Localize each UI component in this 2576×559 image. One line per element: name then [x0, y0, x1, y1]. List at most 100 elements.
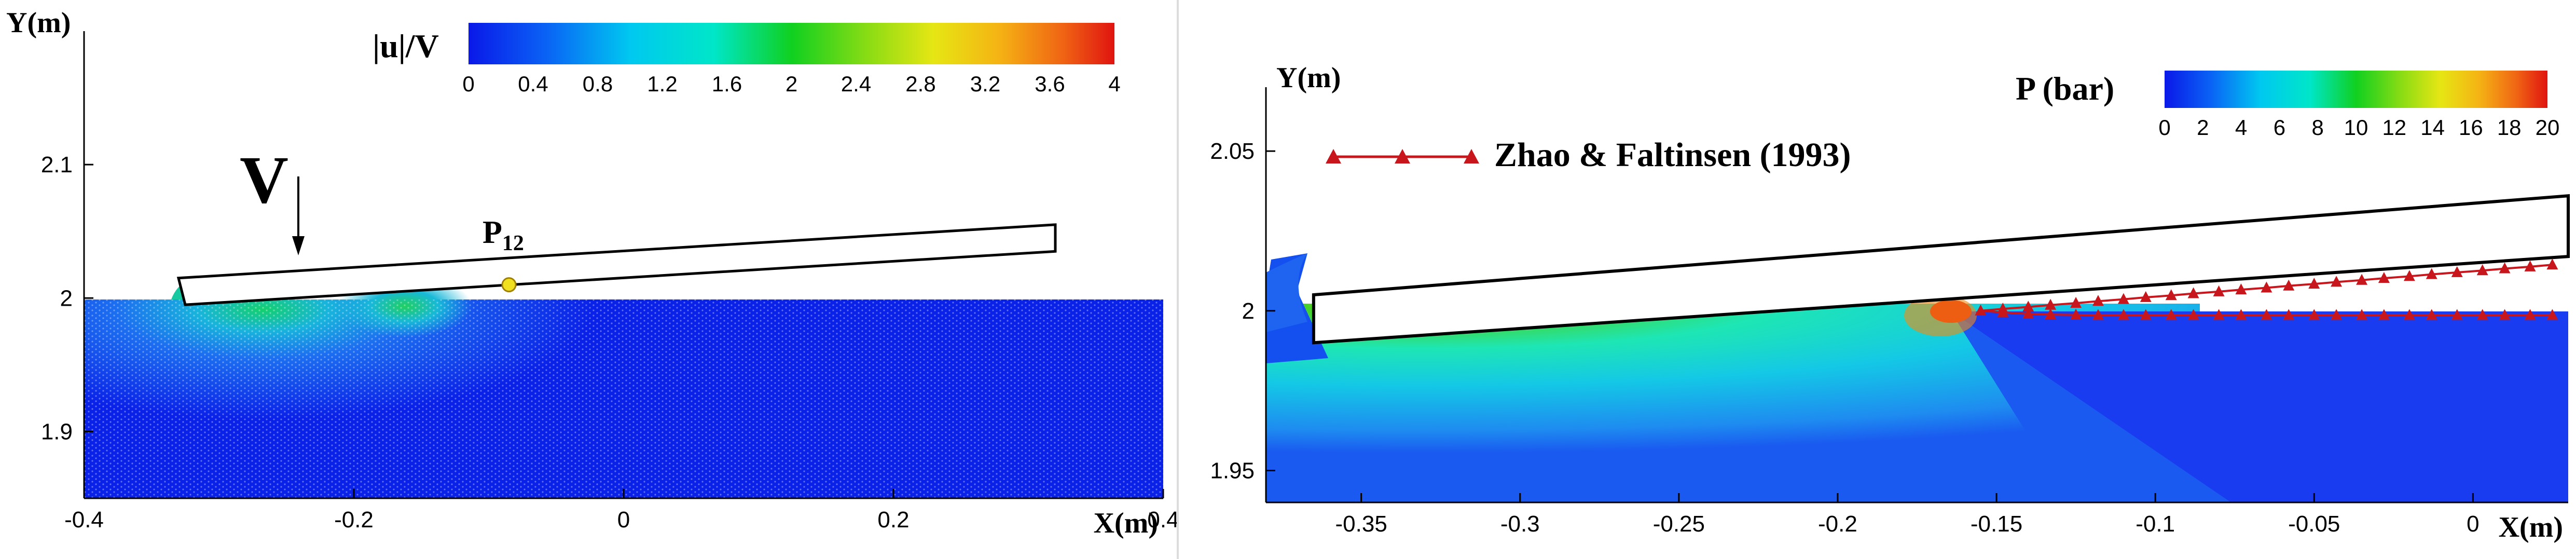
- series-marker: [2213, 285, 2225, 296]
- series-marker: [2070, 308, 2082, 320]
- series-marker: [2426, 268, 2437, 279]
- series-marker: [2499, 309, 2511, 320]
- colorbar-tick-label: 3.2: [970, 72, 1000, 96]
- colorbar-tick-label: 2.4: [841, 72, 871, 96]
- colorbar-tick-label: 8: [2312, 115, 2324, 140]
- series-marker: [2331, 309, 2343, 320]
- x-axis-label: X(m): [2499, 511, 2563, 543]
- right-pressure-field: [1266, 253, 2568, 502]
- x-tick-label: -0.2: [1818, 511, 1857, 537]
- series-marker: [2308, 309, 2320, 320]
- legend: Zhao & Faltinsen (1993): [1326, 136, 1851, 174]
- y-tick-label: 2: [60, 285, 73, 311]
- y-tick-label: 2.05: [1210, 139, 1255, 164]
- x-tick-label: -0.2: [334, 507, 374, 533]
- x-tick-label: 0.2: [877, 507, 909, 533]
- legend-marker: [1395, 149, 1410, 163]
- series-marker: [2499, 262, 2511, 274]
- x-axis-label: X(m): [1094, 507, 1158, 539]
- x-tick-label: -0.05: [2288, 511, 2340, 537]
- series-marker: [2022, 301, 2034, 312]
- colorbar-tick-label: 14: [2420, 115, 2445, 140]
- series-marker: [2378, 272, 2390, 283]
- legend-marker: [1464, 149, 1479, 163]
- series-marker: [2235, 283, 2247, 295]
- x-tick-label: 0: [617, 507, 630, 533]
- series-marker: [2283, 309, 2295, 320]
- right-panel: -0.35 -0.3 -0.25 -0.2 -0.15 -0.1 -0.05 0 1.95 2 2.…: [1210, 62, 2570, 543]
- velocity-arrow: [292, 176, 305, 255]
- series-marker: [2045, 298, 2057, 310]
- colorbar-label: |u|/V: [373, 28, 439, 64]
- colorbar-tick-label: 0: [2158, 115, 2170, 140]
- left-velocity-field: [84, 275, 1163, 498]
- colorbar-label: P (bar): [2016, 70, 2114, 107]
- series-marker: [2070, 297, 2082, 308]
- x-tick-label: 0.4: [1147, 507, 1179, 533]
- y-tick-label: 1.95: [1210, 458, 1255, 483]
- x-tick-label: -0.25: [1653, 511, 1705, 537]
- colorbar-tick-label: 0: [462, 72, 474, 96]
- x-tick-label: -0.3: [1500, 511, 1540, 537]
- colorbar-tick-label: 3.6: [1035, 72, 1065, 96]
- series-marker: [2524, 309, 2536, 320]
- series-marker: [2140, 291, 2152, 302]
- left-colorbar: |u|/V 0 0.4 0.8 1.2 1.6 2 2.4 2.8 3.2 3.6 4: [373, 23, 1121, 96]
- colorbar-tick-label: 1.6: [712, 72, 742, 96]
- series-marker: [2546, 309, 2558, 320]
- series-marker: [2403, 270, 2415, 281]
- series-marker: [2213, 309, 2225, 320]
- legend-label: Zhao & Faltinsen (1993): [1494, 136, 1851, 174]
- series-marker: [2092, 309, 2104, 320]
- colorbar-tick-label: 12: [2382, 115, 2406, 140]
- colorbar-tick-label: 6: [2274, 115, 2285, 140]
- colorbar-tick-label: 18: [2497, 115, 2522, 140]
- series-marker: [2331, 276, 2343, 287]
- series-marker: [2356, 274, 2368, 285]
- y-tick-label: 2: [1242, 298, 1255, 324]
- x-tick-label: -0.15: [1971, 511, 2022, 537]
- x-tick-label: 0: [2467, 511, 2479, 537]
- y-axis-label: Y(m): [1276, 62, 1341, 94]
- colorbar-tick-label: 2.8: [905, 72, 935, 96]
- left-plate: [176, 223, 1057, 306]
- series-marker: [2356, 309, 2368, 320]
- series-marker: [2476, 309, 2488, 320]
- colorbar-tick-label: 0.8: [583, 72, 613, 96]
- left-panel: -0.4 -0.2 0 0.2 0.4 1.9 2 2.1 X(m) Y(m) V P12 |u|…: [6, 7, 1179, 539]
- series-marker: [2165, 289, 2177, 301]
- right-plate: [1312, 194, 2570, 345]
- series-marker: [2283, 279, 2295, 291]
- y-tick-label: 2.1: [41, 152, 73, 178]
- colorbar-tick-label: 4: [1108, 72, 1120, 96]
- series-marker: [2451, 309, 2463, 320]
- colorbar-tick-label: 0.4: [518, 72, 548, 96]
- series-marker: [2187, 309, 2199, 320]
- y-axis-label: Y(m): [6, 7, 71, 39]
- probe-point: [501, 277, 517, 293]
- series-marker: [2235, 309, 2247, 320]
- probe-label: P12: [483, 215, 524, 255]
- x-tick-label: -0.4: [64, 507, 104, 533]
- series-marker: [2165, 309, 2177, 320]
- series-marker: [2045, 308, 2057, 320]
- colorbar-tick-label: 1.2: [647, 72, 677, 96]
- series-marker: [2140, 309, 2152, 320]
- y-tick-label: 1.9: [41, 419, 73, 444]
- colorbar-tick-label: 4: [2235, 115, 2247, 140]
- colorbar-tick-label: 2: [2197, 115, 2209, 140]
- series-marker: [2117, 293, 2129, 304]
- series-marker: [2092, 295, 2104, 306]
- legend-marker: [1326, 149, 1341, 163]
- series-marker: [2308, 278, 2320, 289]
- series-marker: [2476, 264, 2488, 276]
- colorbar-tick-label: 2: [786, 72, 797, 96]
- series-marker: [2451, 266, 2463, 277]
- colorbar-tick-label: 10: [2344, 115, 2368, 140]
- series-marker: [2261, 309, 2272, 320]
- series-marker: [2403, 309, 2415, 320]
- x-tick-label: -0.35: [1335, 511, 1387, 537]
- velocity-label: V: [240, 143, 288, 217]
- x-tick-label: -0.1: [2136, 511, 2175, 537]
